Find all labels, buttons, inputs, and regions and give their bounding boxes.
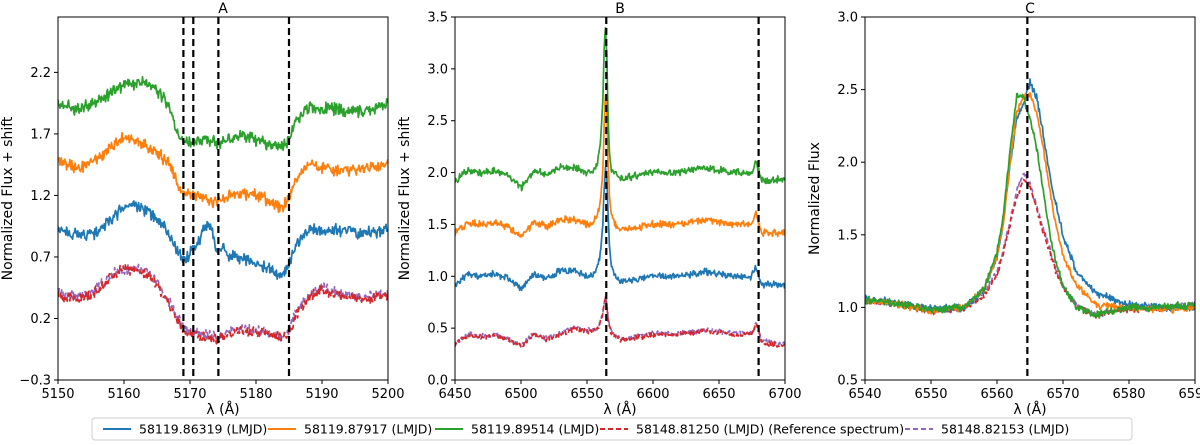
series-line-3 xyxy=(455,166,785,292)
y-tick-label: −0.3 xyxy=(19,374,51,389)
plot-frame xyxy=(454,16,786,381)
y-tick-label: 1.2 xyxy=(30,189,51,204)
series-line-3 xyxy=(58,200,388,280)
y-tick-label: 2.0 xyxy=(427,166,448,181)
y-tick-label: 3.0 xyxy=(427,62,448,77)
series-line-5 xyxy=(455,27,785,192)
series-line-5 xyxy=(865,92,1195,319)
y-axis-label: Normalized Flux + shift xyxy=(397,116,413,280)
legend-entry-label: 58148.81250 (LMJD) (Reference spectrum) xyxy=(636,422,904,437)
y-axis-label: Normalized Flux xyxy=(807,142,823,255)
y-tick-label: 2.5 xyxy=(837,83,858,98)
panel-title: B xyxy=(615,1,625,17)
y-tick-label: 2.2 xyxy=(30,66,51,81)
y-tick-label: 2.0 xyxy=(837,156,858,171)
x-tick-label: 5180 xyxy=(239,387,272,402)
panels: 5150 5160 5170 5180 5190 5200 −0.3 0.2 0.7 1.2 1.7… xyxy=(0,1,1200,418)
series-line-4 xyxy=(865,92,1195,315)
series-group xyxy=(865,78,1195,319)
x-tick-label: 6580 xyxy=(1112,387,1145,402)
x-tick-label: 6700 xyxy=(768,387,801,402)
legend-entry-label: 58119.87917 (LMJD) xyxy=(304,422,432,437)
x-tick-label: 5190 xyxy=(305,387,338,402)
x-tick-label: 5200 xyxy=(371,387,404,402)
x-tick-label: 5170 xyxy=(173,387,206,402)
panel-title: C xyxy=(1025,1,1035,17)
series-line-1 xyxy=(865,172,1195,318)
series-line-2 xyxy=(455,296,785,349)
x-tick-label: 6600 xyxy=(636,387,669,402)
series-line-2 xyxy=(865,178,1195,319)
x-tick-label: 6650 xyxy=(702,387,735,402)
legend-entry-label: 58119.89514 (LMJD) xyxy=(471,422,599,437)
series-line-4 xyxy=(455,94,785,238)
panel-b: 6450 6500 6550 6600 6650 6700 0.0 0.5 1.0 1.5 2.0 2… xyxy=(397,1,802,418)
series-line-1 xyxy=(58,263,388,343)
y-tick-label: 2.5 xyxy=(427,114,448,129)
series-group xyxy=(455,27,785,349)
legend-entry-label: 58148.82153 (LMJD) xyxy=(941,422,1069,437)
x-tick-label: 6570 xyxy=(1046,387,1079,402)
y-tick-label: 0.5 xyxy=(837,374,858,389)
y-tick-label: 1.5 xyxy=(427,218,448,233)
x-tick-label: 6450 xyxy=(438,387,471,402)
x-tick-label: 6550 xyxy=(914,387,947,402)
x-tick-label: 5150 xyxy=(41,387,74,402)
y-tick-label: 1.7 xyxy=(30,127,51,142)
series-line-4 xyxy=(58,131,388,213)
series-line-5 xyxy=(58,75,388,152)
panel-title: A xyxy=(218,1,228,17)
panel-a: 5150 5160 5170 5180 5190 5200 −0.3 0.2 0.7 1.2 1.7… xyxy=(0,1,405,418)
x-axis-label: λ (Å) xyxy=(1013,401,1046,418)
y-tick-label: 1.5 xyxy=(837,228,858,243)
plot-frame xyxy=(57,16,389,381)
x-tick-label: 6550 xyxy=(570,387,603,402)
legend: 58119.86319 (LMJD) 58119.87917 (LMJD) 5811… xyxy=(91,417,1133,441)
y-axis-label: Normalized Flux + shift xyxy=(0,116,16,280)
series-line-1 xyxy=(455,295,785,348)
y-tick-label: 0.2 xyxy=(30,312,51,327)
y-tick-label: 3.5 xyxy=(427,11,448,26)
x-axis-label: λ (Å) xyxy=(206,401,239,418)
y-tick-label: 1.0 xyxy=(837,301,858,316)
y-tick-label: 0.7 xyxy=(30,250,51,265)
y-tick-label: 3.0 xyxy=(837,11,858,26)
x-tick-label: 6560 xyxy=(980,387,1013,402)
series-group xyxy=(58,75,388,345)
series-line-3 xyxy=(865,78,1195,313)
x-tick-label: 5160 xyxy=(107,387,140,402)
x-tick-label: 6500 xyxy=(504,387,537,402)
legend-entry-label: 58119.86319 (LMJD) xyxy=(139,422,267,437)
y-tick-label: 1.0 xyxy=(427,270,448,285)
x-tick-label: 6540 xyxy=(848,387,881,402)
x-axis-label: λ (Å) xyxy=(603,401,636,418)
plot-frame xyxy=(864,16,1196,381)
y-tick-label: 0.5 xyxy=(427,322,448,337)
y-tick-label: 0.0 xyxy=(427,374,448,389)
